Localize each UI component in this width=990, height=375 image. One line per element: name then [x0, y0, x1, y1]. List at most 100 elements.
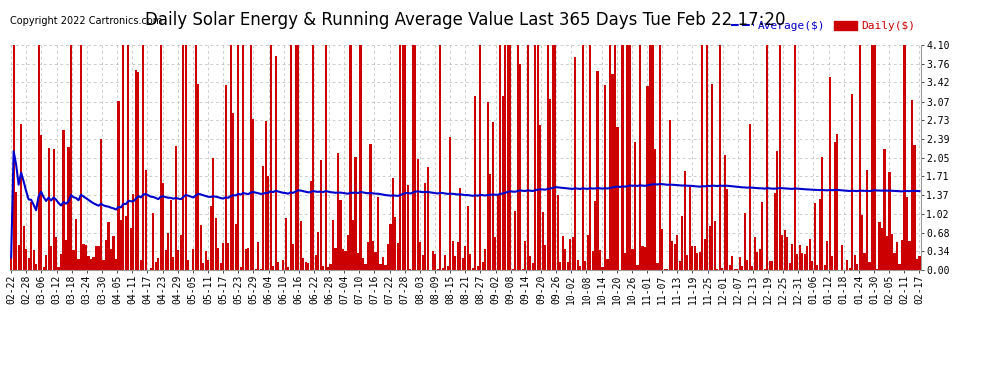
Bar [717, 269, 719, 270]
Bar [352, 219, 354, 270]
Bar [435, 254, 437, 270]
Bar [871, 45, 873, 270]
Bar [446, 266, 448, 270]
Bar [589, 45, 591, 270]
Bar [532, 263, 534, 270]
Bar [653, 148, 656, 270]
Bar [768, 261, 771, 270]
Bar [561, 236, 563, 270]
Bar [571, 237, 573, 270]
Bar [796, 254, 798, 270]
Bar [243, 45, 245, 270]
Bar [888, 172, 891, 270]
Bar [719, 45, 721, 270]
Bar [604, 85, 606, 270]
Bar [440, 45, 442, 270]
Bar [310, 181, 312, 270]
Bar [187, 260, 189, 270]
Bar [254, 269, 256, 270]
Bar [866, 171, 868, 270]
Bar [110, 249, 112, 270]
Bar [420, 243, 422, 270]
Bar [648, 45, 651, 270]
Bar [212, 158, 214, 270]
Bar [432, 251, 434, 270]
Bar [639, 45, 642, 270]
Bar [95, 246, 97, 270]
Bar [617, 127, 619, 270]
Bar [227, 243, 230, 270]
Bar [33, 250, 35, 270]
Bar [459, 188, 461, 270]
Bar [312, 45, 314, 270]
Bar [48, 148, 50, 270]
Bar [602, 267, 604, 270]
Bar [397, 243, 399, 270]
Bar [180, 235, 182, 270]
Bar [359, 45, 361, 270]
Bar [387, 244, 389, 270]
Bar [77, 259, 79, 270]
Bar [200, 225, 202, 270]
Bar [464, 246, 466, 270]
Bar [499, 45, 501, 270]
Bar [284, 218, 287, 270]
Bar [345, 252, 346, 270]
Bar [614, 45, 616, 270]
Bar [35, 264, 38, 270]
Bar [154, 262, 157, 270]
Bar [97, 246, 100, 270]
Legend: Average($), Daily($): Average($), Daily($) [732, 21, 915, 32]
Bar [599, 250, 601, 270]
Bar [836, 134, 839, 270]
Bar [669, 120, 671, 270]
Bar [374, 252, 376, 270]
Bar [82, 244, 84, 270]
Bar [906, 196, 908, 270]
Bar [739, 257, 741, 270]
Bar [853, 255, 855, 270]
Bar [477, 266, 479, 270]
Bar [789, 263, 791, 270]
Bar [811, 261, 813, 270]
Bar [556, 195, 558, 270]
Bar [756, 252, 758, 270]
Bar [157, 258, 159, 270]
Bar [722, 268, 724, 270]
Bar [916, 259, 918, 270]
Bar [566, 262, 568, 270]
Bar [661, 229, 663, 270]
Bar [651, 45, 653, 270]
Bar [729, 266, 731, 270]
Bar [289, 45, 292, 270]
Bar [522, 269, 524, 270]
Bar [38, 45, 40, 270]
Bar [524, 240, 527, 270]
Bar [542, 212, 544, 270]
Bar [207, 260, 209, 270]
Bar [40, 135, 43, 270]
Bar [863, 253, 865, 270]
Bar [676, 236, 678, 270]
Bar [502, 96, 504, 270]
Bar [238, 45, 240, 270]
Bar [182, 45, 184, 270]
Bar [627, 45, 629, 270]
Bar [591, 251, 594, 270]
Bar [814, 202, 816, 270]
Bar [240, 267, 242, 270]
Bar [170, 200, 172, 270]
Bar [681, 216, 683, 270]
Bar [579, 266, 581, 270]
Bar [494, 237, 496, 270]
Bar [245, 249, 247, 270]
Bar [65, 240, 67, 270]
Bar [105, 240, 107, 270]
Bar [349, 45, 351, 270]
Bar [901, 240, 903, 270]
Bar [671, 241, 673, 270]
Bar [43, 267, 45, 270]
Bar [202, 263, 204, 270]
Bar [709, 226, 711, 270]
Bar [597, 71, 599, 270]
